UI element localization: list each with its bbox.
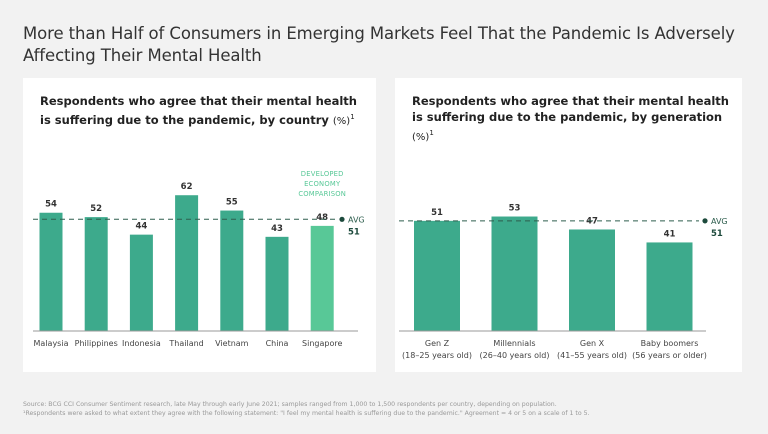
bar-millennials (491, 216, 538, 331)
value-label: 41 (664, 229, 676, 239)
comparison-annotation-line: COMPARISON (298, 190, 346, 198)
average-value: 51 (348, 227, 360, 237)
generation-bar-chart: 51 Gen Z (18–25 years old) 53 Millennials (26… (399, 204, 728, 360)
country-chart-title-unit: (%) (332, 115, 351, 127)
bar-philippines (84, 217, 108, 331)
footnotes: Source: BCG CCI Consumer Sentiment resea… (23, 400, 753, 418)
category-label: Gen Z (425, 339, 450, 348)
country-chart-title: Respondents who agree that their mental … (40, 93, 370, 130)
bar-china (265, 236, 289, 331)
category-sublabel: (26–40 years old) (480, 351, 550, 360)
bar-singapore (310, 225, 334, 331)
bar-indonesia (129, 234, 153, 331)
value-label: 52 (90, 204, 102, 214)
bar-vietnam (220, 210, 244, 331)
bar-malaysia (39, 212, 63, 331)
value-label: 47 (586, 216, 598, 226)
category-sublabel: (18–25 years old) (402, 351, 472, 360)
bar-thailand (175, 195, 199, 331)
average-value: 51 (711, 229, 723, 239)
category-sublabel: (41–55 years old) (557, 351, 627, 360)
category-label: Millennials (493, 339, 535, 348)
value-label: 43 (271, 224, 283, 234)
generation-chart-title: Respondents who agree that their mental … (412, 93, 742, 146)
category-label: Indonesia (122, 339, 161, 348)
country-chart-title-text: Respondents who agree that their mental … (40, 94, 357, 127)
value-label: 51 (431, 208, 443, 218)
generation-chart-footnote-marker: 1 (429, 129, 434, 137)
category-label: Vietnam (215, 339, 249, 348)
generation-chart-panel: Respondents who agree that their mental … (395, 78, 742, 372)
generation-chart-title-text: Respondents who agree that their mental … (412, 94, 729, 124)
average-label: AVG (348, 215, 365, 224)
category-label: Thailand (168, 339, 203, 348)
country-chart-footnote-marker: 1 (350, 113, 355, 121)
bar-gen-x (569, 229, 615, 331)
category-label: Philippines (75, 339, 118, 348)
source-note: Source: BCG CCI Consumer Sentiment resea… (23, 401, 557, 408)
value-label: 53 (509, 204, 521, 214)
bar-baby-boomers (646, 242, 693, 331)
page-title: More than Half of Consumers in Emerging … (23, 24, 735, 65)
value-label: 62 (181, 182, 193, 192)
average-label: AVG (711, 217, 728, 226)
footnote-1: ¹Respondents were asked to what extent t… (23, 410, 590, 417)
comparison-annotation-line: DEVELOPED (301, 170, 344, 178)
generation-chart-title-unit: (%) (412, 131, 430, 143)
bar-gen-z (414, 220, 460, 331)
value-label: 44 (135, 222, 147, 232)
category-label: Singapore (302, 339, 342, 348)
value-label: 55 (226, 198, 238, 208)
average-marker (702, 218, 708, 224)
category-label: Malaysia (34, 339, 69, 348)
category-sublabel: (56 years or older) (632, 351, 707, 360)
country-bar-chart: 54 Malaysia 52 Philippines 44 Indonesia 62 Thai… (33, 170, 365, 348)
comparison-annotation-line: ECONOMY (304, 180, 341, 188)
category-label: China (266, 339, 289, 348)
average-marker (339, 216, 345, 222)
category-label: Gen X (580, 339, 605, 348)
country-chart-panel: Respondents who agree that their mental … (23, 78, 376, 372)
category-label: Baby boomers (641, 339, 699, 348)
value-label: 48 (316, 213, 328, 223)
value-label: 54 (45, 200, 57, 210)
